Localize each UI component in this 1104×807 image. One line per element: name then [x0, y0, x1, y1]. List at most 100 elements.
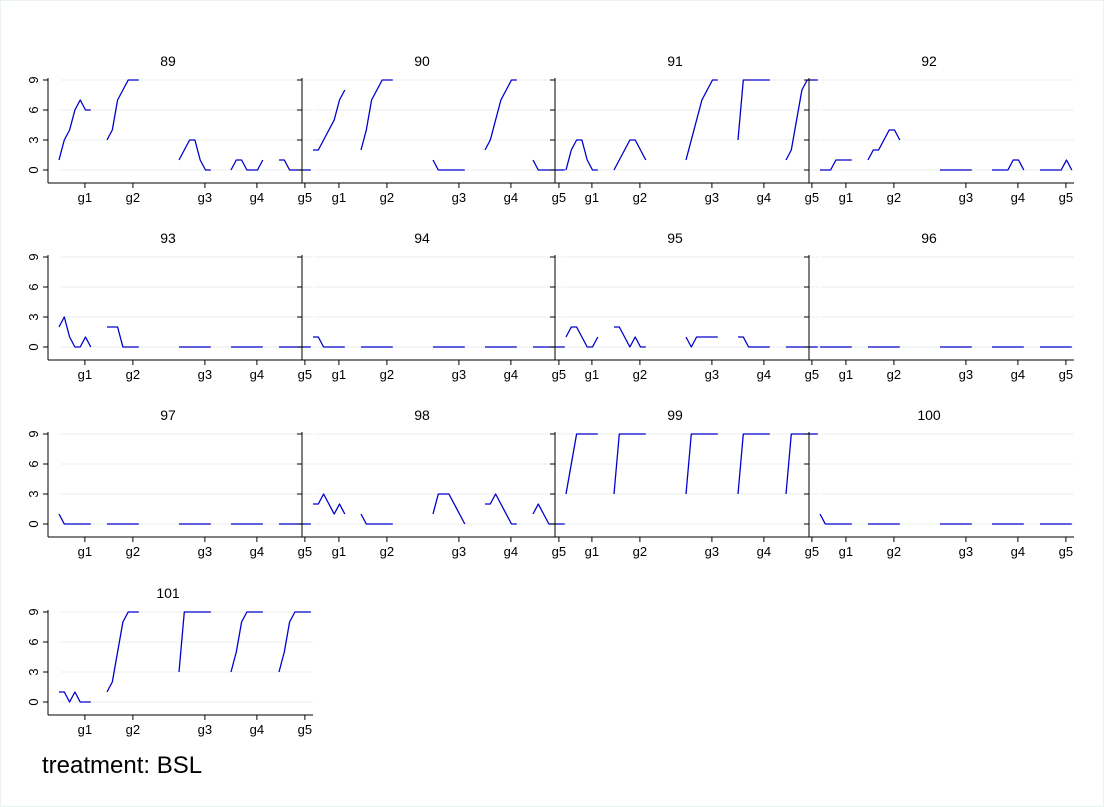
panel-90: 90 g1 g2 g3 g4 g5 — [297, 53, 567, 205]
panel-94: 94 g1 g2 g3 g4 g5 — [297, 230, 567, 382]
series-line-g3 — [432, 159, 465, 171]
x-tick-label: g3 — [705, 190, 719, 205]
series-line-g1 — [819, 513, 852, 525]
x-tick-label: g5 — [805, 190, 819, 205]
y-tick-label: 0 — [26, 520, 41, 527]
panel-101: 0 3 6 9 101 g1 g2 g3 g4 g5 — [26, 585, 313, 737]
x-tick-label: g5 — [805, 367, 819, 382]
panel-title: 97 — [160, 407, 176, 423]
x-tick-label: g1 — [78, 367, 92, 382]
y-tick-label: 9 — [26, 76, 41, 83]
x-tick-label: g3 — [198, 367, 212, 382]
series-line-g2 — [614, 326, 646, 348]
x-tick-label: g1 — [332, 544, 346, 559]
series-line-g1 — [58, 99, 91, 161]
series-line-g4 — [484, 79, 517, 151]
series-line-g1 — [313, 89, 346, 151]
panel-title: 93 — [160, 230, 176, 246]
panel-99: 99 g1 g2 g3 g4 g5 — [550, 407, 820, 559]
x-tick-label: g3 — [198, 190, 212, 205]
series-line-g1 — [313, 493, 346, 515]
series-line-g1 — [58, 316, 92, 348]
series-line-g1 — [313, 336, 345, 348]
x-tick-label: g3 — [198, 544, 212, 559]
x-tick-label: g2 — [633, 544, 647, 559]
x-tick-label: g2 — [380, 367, 394, 382]
y-tick-label: 9 — [26, 430, 41, 437]
x-tick-label: g4 — [504, 544, 518, 559]
series-line-g5 — [1040, 159, 1073, 171]
x-tick-label: g4 — [504, 367, 518, 382]
series-line-g3 — [178, 611, 211, 673]
y-tick-label: 6 — [26, 106, 41, 113]
x-tick-label: g1 — [78, 190, 92, 205]
x-tick-label: g4 — [1011, 190, 1025, 205]
treatment-note: treatment: BSL — [42, 752, 203, 779]
y-tick-label: 3 — [26, 313, 41, 320]
y-tick-label: 3 — [26, 668, 41, 675]
x-tick-label: g3 — [959, 544, 973, 559]
x-tick-label: g2 — [633, 367, 647, 382]
series-line-g4 — [230, 611, 263, 673]
x-tick-label: g2 — [633, 190, 647, 205]
y-tick-label: 0 — [26, 166, 41, 173]
y-tick-label: 9 — [26, 608, 41, 615]
series-line-g1 — [565, 326, 599, 348]
series-line-g4 — [737, 433, 770, 495]
x-tick-label: g2 — [887, 367, 901, 382]
x-tick-label: g1 — [332, 367, 346, 382]
series-line-g2 — [360, 79, 393, 151]
series-line-g3 — [685, 433, 718, 495]
panel-title: 96 — [921, 230, 937, 246]
x-tick-label: g2 — [126, 367, 140, 382]
x-tick-label: g4 — [250, 190, 264, 205]
series-line-g1 — [59, 691, 91, 703]
x-tick-label: g1 — [585, 544, 599, 559]
y-tick-label: 3 — [26, 490, 41, 497]
x-tick-label: g2 — [126, 190, 140, 205]
x-tick-label: g1 — [839, 544, 853, 559]
x-tick-label: g3 — [705, 367, 719, 382]
series-line-g1 — [58, 513, 91, 525]
x-tick-label: g2 — [380, 544, 394, 559]
x-tick-label: g5 — [298, 544, 312, 559]
x-tick-label: g2 — [380, 190, 394, 205]
series-line-g1 — [565, 433, 598, 495]
x-tick-label: g5 — [298, 190, 312, 205]
panel-89: 0 3 6 9 89 g1 g2 g3 g4 g5 — [26, 53, 313, 205]
series-line-g5 — [785, 79, 818, 161]
series-line-g2 — [613, 433, 646, 495]
y-tick-label: 6 — [26, 283, 41, 290]
series-line-g3 — [178, 139, 211, 171]
x-tick-label: g4 — [250, 367, 264, 382]
series-line-g2 — [613, 139, 647, 171]
panel-93: 0 3 6 9 93 g1 g2 g3 g4 g5 — [26, 230, 313, 382]
panel-98: 98 g1 g2 g3 g4 g5 — [297, 407, 567, 559]
panel-title: 99 — [667, 407, 683, 423]
y-tick-label: 0 — [26, 343, 41, 350]
panel-97: 0 3 6 9 97 g1 g2 g3 g4 g5 — [26, 407, 313, 559]
x-tick-label: g3 — [705, 544, 719, 559]
x-tick-label: g4 — [757, 190, 771, 205]
x-tick-label: g5 — [552, 544, 566, 559]
series-line-g1 — [820, 159, 852, 171]
series-line-g5 — [279, 159, 311, 171]
x-tick-label: g1 — [585, 190, 599, 205]
x-tick-label: g3 — [198, 722, 212, 737]
series-line-g3 — [432, 493, 466, 525]
panel-title: 101 — [156, 585, 180, 601]
x-tick-label: g2 — [887, 544, 901, 559]
x-tick-label: g3 — [959, 367, 973, 382]
x-tick-label: g5 — [1059, 544, 1073, 559]
series-line-g2 — [107, 326, 139, 348]
x-tick-label: g4 — [250, 544, 264, 559]
x-tick-label: g5 — [552, 367, 566, 382]
x-tick-label: g1 — [839, 367, 853, 382]
x-tick-label: g1 — [585, 367, 599, 382]
x-tick-label: g4 — [250, 722, 264, 737]
x-tick-label: g2 — [126, 722, 140, 737]
x-tick-label: g4 — [1011, 544, 1025, 559]
series-line-g1 — [565, 139, 598, 171]
x-tick-label: g3 — [959, 190, 973, 205]
